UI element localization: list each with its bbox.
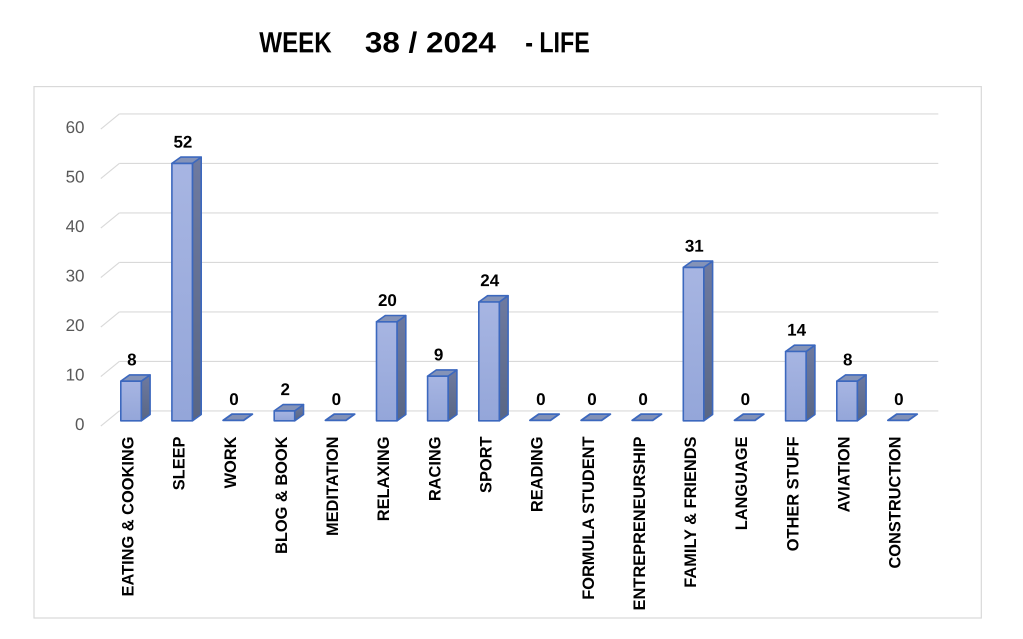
svg-text:READING: READING bbox=[529, 437, 547, 513]
svg-text:SPORT: SPORT bbox=[478, 437, 496, 493]
svg-text:RACING: RACING bbox=[426, 437, 444, 502]
svg-text:31: 31 bbox=[685, 237, 704, 256]
svg-text:0: 0 bbox=[587, 390, 596, 409]
svg-text:30: 30 bbox=[66, 266, 85, 285]
svg-text:38 / 2024: 38 / 2024 bbox=[365, 27, 496, 59]
svg-text:0: 0 bbox=[894, 390, 903, 409]
svg-text:2: 2 bbox=[280, 380, 289, 399]
svg-text:EATING & COOKING: EATING & COOKING bbox=[120, 437, 138, 597]
svg-text:RELAXING: RELAXING bbox=[375, 437, 393, 522]
svg-text:0: 0 bbox=[536, 390, 545, 409]
svg-text:OTHER STUFF: OTHER STUFF bbox=[784, 437, 802, 552]
svg-text:WORK: WORK bbox=[222, 436, 240, 488]
svg-text:FORMULA STUDENT: FORMULA STUDENT bbox=[580, 437, 598, 600]
svg-text:LANGUAGE: LANGUAGE bbox=[733, 436, 751, 530]
svg-text:24: 24 bbox=[480, 271, 499, 290]
svg-text:60: 60 bbox=[66, 118, 85, 137]
svg-text:MEDITATION: MEDITATION bbox=[324, 437, 342, 537]
svg-text:50: 50 bbox=[66, 167, 85, 186]
svg-text:0: 0 bbox=[332, 390, 341, 409]
svg-text:WEEK: WEEK bbox=[259, 27, 331, 59]
svg-text:0: 0 bbox=[638, 390, 647, 409]
svg-text:20: 20 bbox=[378, 291, 397, 310]
svg-text:8: 8 bbox=[127, 350, 136, 369]
svg-text:CONSTRUCTION: CONSTRUCTION bbox=[887, 437, 905, 569]
svg-text:14: 14 bbox=[787, 321, 806, 340]
svg-text:BLOG & BOOK: BLOG & BOOK bbox=[273, 436, 291, 554]
svg-text:52: 52 bbox=[173, 133, 192, 152]
svg-text:20: 20 bbox=[66, 316, 85, 335]
svg-text:0: 0 bbox=[75, 415, 84, 434]
svg-text:40: 40 bbox=[66, 217, 85, 236]
svg-text:10: 10 bbox=[66, 365, 85, 384]
svg-text:0: 0 bbox=[229, 390, 238, 409]
svg-text:ENTREPRENEURSHIP: ENTREPRENEURSHIP bbox=[631, 436, 649, 610]
svg-text:9: 9 bbox=[434, 345, 443, 364]
svg-text:- LIFE: - LIFE bbox=[525, 27, 590, 59]
svg-text:AVIATION: AVIATION bbox=[836, 437, 854, 513]
svg-text:FAMILY & FRIENDS: FAMILY & FRIENDS bbox=[682, 436, 700, 587]
svg-text:8: 8 bbox=[843, 350, 852, 369]
svg-text:SLEEP: SLEEP bbox=[171, 436, 189, 490]
svg-text:0: 0 bbox=[741, 390, 750, 409]
